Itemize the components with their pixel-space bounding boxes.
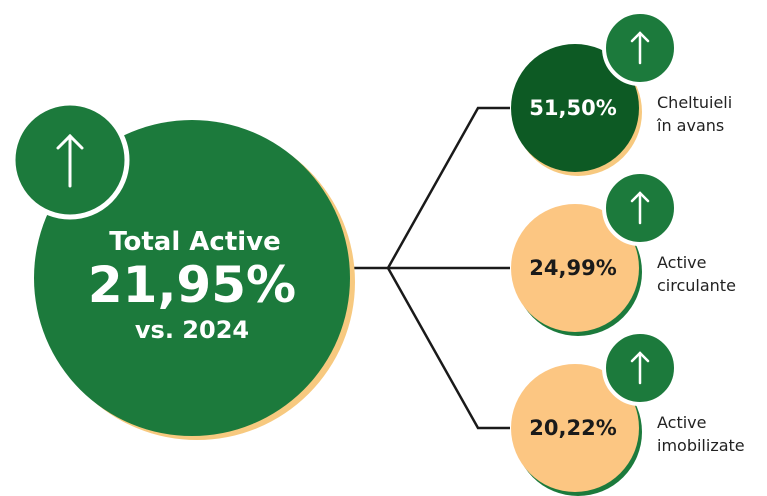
item-value: 51,50% <box>529 96 616 120</box>
item-circle <box>511 204 639 332</box>
arrow-head <box>630 191 650 203</box>
connectors <box>350 106 510 430</box>
item-label: Active <box>657 253 707 272</box>
arrow-icon <box>630 31 650 65</box>
arrow-head <box>630 351 650 363</box>
arrow-icon <box>630 191 650 225</box>
item-circle <box>511 364 639 492</box>
item-label: imobilizate <box>657 436 745 455</box>
item-circle <box>511 44 639 172</box>
main-subtitle: vs. 2024 <box>135 316 249 344</box>
item-label: circulante <box>657 276 736 295</box>
item-value: 24,99% <box>529 256 616 280</box>
main-value: 21,95% <box>88 256 296 314</box>
arrow-icon <box>56 133 84 188</box>
items: 51,50% Cheltuieli în avans 24,99% Active circ… <box>511 10 745 496</box>
item-label: Cheltuieli <box>657 93 732 112</box>
arrow-head <box>630 31 650 43</box>
main-title: Total Active <box>109 227 281 257</box>
item-label: în avans <box>656 116 724 135</box>
item-value: 20,22% <box>529 416 616 440</box>
item-label: Active <box>657 413 707 432</box>
arrow-icon <box>630 351 650 385</box>
